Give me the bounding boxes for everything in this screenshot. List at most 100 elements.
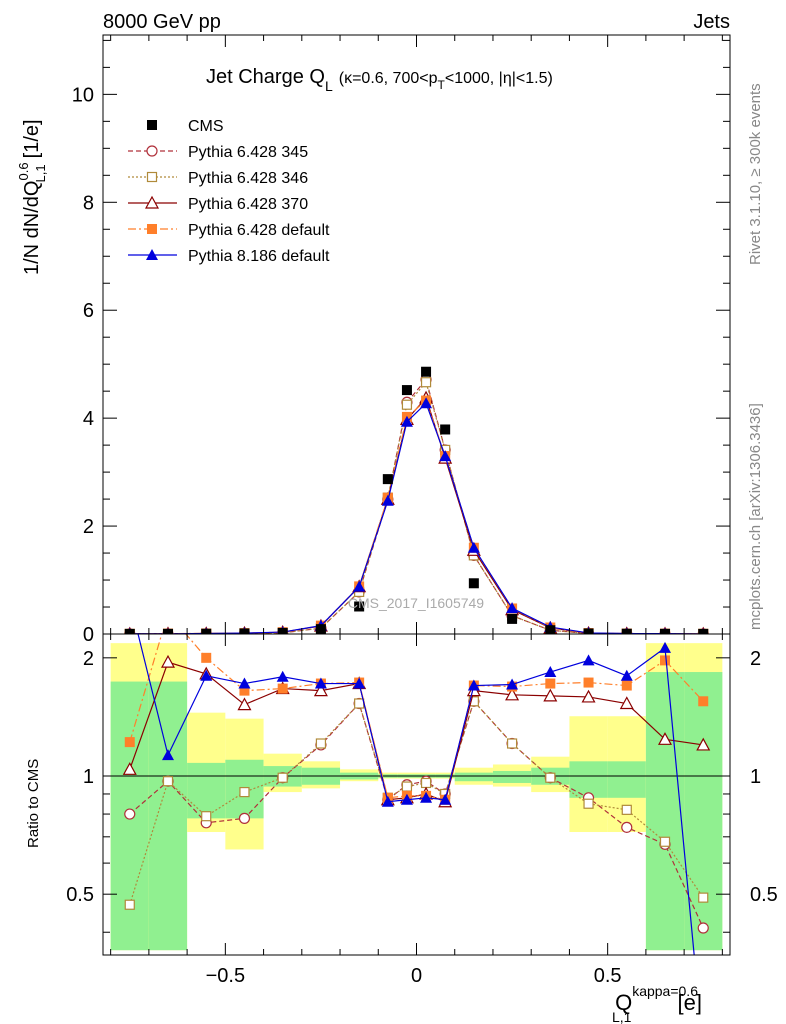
ratio-point — [659, 641, 672, 653]
ratio-point — [698, 696, 709, 707]
cms-point — [698, 628, 709, 634]
mcplots-label: mcplots.cern.ch [arXiv:1306.3436] — [747, 403, 764, 630]
series-point — [467, 541, 480, 553]
ratio-series-line — [129, 700, 704, 929]
cms-point — [440, 424, 451, 435]
uncertainty-band-inner — [492, 770, 532, 783]
legend-label: Pythia 6.428 default — [188, 222, 330, 239]
ratio-point — [619, 696, 634, 710]
ratio-point — [620, 669, 633, 681]
cms-point — [421, 366, 432, 377]
series-point — [420, 377, 432, 388]
cms-point — [277, 627, 288, 634]
ratio-point — [400, 793, 413, 805]
main-series-group — [124, 366, 709, 634]
cms-point — [468, 578, 479, 589]
cms-point — [583, 628, 594, 634]
uncertainty-band-inner — [569, 761, 608, 798]
ratio-point — [237, 697, 252, 711]
ratio-point — [124, 899, 135, 910]
ratio-tick-label-left: 1 — [83, 766, 94, 788]
ratio-point — [545, 678, 556, 689]
ratio-series-line — [129, 700, 704, 905]
legend-label: Pythia 6.428 346 — [188, 170, 308, 187]
ratio-point — [696, 737, 711, 751]
ratio-point — [354, 698, 365, 709]
y-tick-label: 6 — [83, 300, 94, 322]
ratio-axis-title: Ratio to CMS — [25, 759, 42, 848]
cms-point — [162, 628, 173, 634]
y-tick-label: 2 — [83, 516, 94, 538]
ratio-point — [124, 737, 135, 748]
ratio-point — [163, 608, 173, 618]
series-point — [420, 397, 433, 409]
uncertainty-band-inner — [148, 681, 188, 951]
ratio-tick-label-right: 0.5 — [750, 884, 778, 906]
ratio-point — [506, 738, 518, 749]
series-point — [400, 415, 413, 427]
ratio-tick-label-right: 1 — [750, 766, 761, 788]
ratio-point — [505, 687, 520, 701]
cms-point — [239, 628, 250, 634]
analysis-watermark: CMS_2017_I1605749 — [348, 595, 484, 611]
legend-marker — [147, 224, 157, 234]
ratio-point — [277, 772, 288, 783]
ratio-tick-label-right: 2 — [750, 648, 761, 670]
ratio-point — [506, 678, 519, 690]
ratio-point — [353, 677, 366, 689]
ratio-point — [621, 680, 632, 691]
ratio-point — [315, 738, 327, 749]
ratio-point — [201, 811, 212, 822]
energy-label: 8000 GeV pp — [103, 11, 221, 33]
legend-label: Pythia 6.428 345 — [188, 144, 308, 161]
ratio-point — [161, 749, 174, 761]
y-tick-label: 4 — [83, 408, 94, 430]
x-tick-label: −0.5 — [206, 965, 245, 987]
ratio-point — [200, 669, 213, 681]
ratio-point — [544, 666, 557, 678]
ratio-point — [621, 804, 632, 815]
ratio-point — [238, 677, 251, 689]
ratio-point — [239, 786, 250, 798]
ratio-point — [698, 892, 709, 903]
uncertainty-band-inner — [607, 761, 646, 798]
ratio-point — [277, 683, 288, 694]
jets-label: Jets — [693, 11, 730, 33]
ratio-point — [124, 808, 136, 820]
legend-marker — [144, 195, 160, 209]
ratio-series-line — [129, 634, 704, 801]
uncertainty-band-inner — [187, 762, 226, 819]
cms-point — [382, 474, 393, 485]
ratio-point — [660, 655, 671, 666]
cms-point — [545, 625, 556, 634]
ratio-point — [583, 798, 594, 809]
series-point — [381, 494, 394, 506]
y-tick-label: 8 — [83, 192, 94, 214]
cms-point — [201, 628, 212, 634]
legend-marker — [147, 120, 157, 130]
y-axis-title: 1/N dN/dQ0.6 L,1[1/e] — [16, 119, 48, 275]
ratio-point — [583, 677, 594, 688]
ratio-point — [238, 812, 251, 824]
series-line — [129, 402, 704, 634]
ratio-point — [582, 654, 595, 666]
chart-title: Jet Charge QL (κ=0.6, 700<pT<1000, |η|<1.… — [206, 66, 553, 94]
rivet-label: Rivet 3.1.10, ≥ 300k events — [747, 83, 764, 265]
ratio-tick-label-left: 2 — [83, 648, 94, 670]
series-point — [401, 399, 413, 410]
ratio-point — [467, 679, 480, 691]
ratio-point — [160, 654, 176, 668]
ratio-series-line — [129, 661, 704, 803]
ratio-point — [276, 670, 289, 682]
legend-label: CMS — [188, 118, 224, 135]
series-point — [506, 602, 519, 614]
uncertainty-band-inner — [454, 772, 493, 782]
cms-point — [507, 613, 518, 624]
legend-marker — [146, 249, 158, 260]
ratio-point — [239, 685, 250, 696]
cms-point — [621, 628, 632, 634]
ratio-point — [657, 732, 673, 745]
legend-marker — [146, 171, 158, 183]
